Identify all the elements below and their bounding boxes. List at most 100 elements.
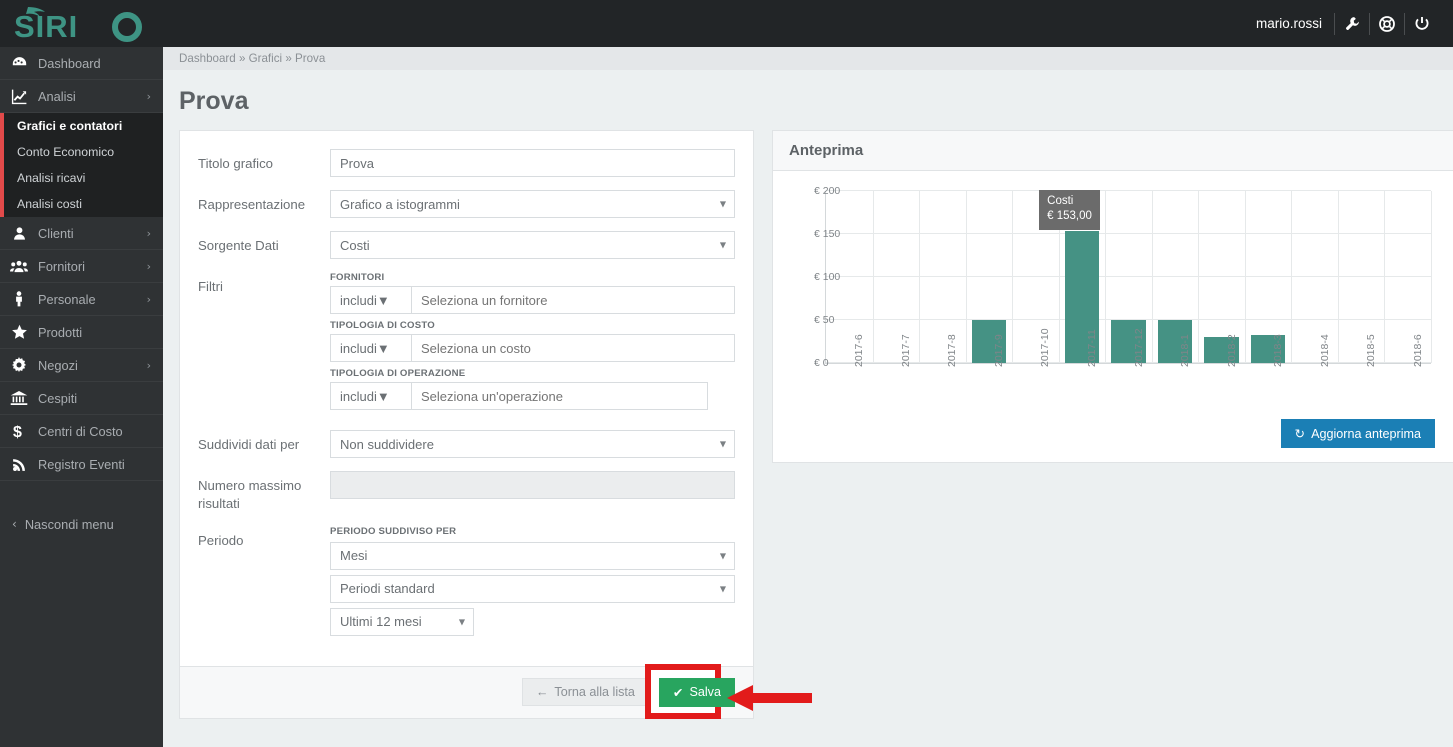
chart-gridline-v bbox=[1058, 191, 1060, 363]
fornitori-mode-select[interactable]: includi ▼ bbox=[330, 286, 412, 314]
periodo-tipo-select[interactable]: Periodi standard ▼ bbox=[330, 574, 735, 603]
filter-group-tipologia-di-costo: TIPOLOGIA DI COSTO includi ▼ bbox=[330, 320, 735, 362]
preview-panel: Anteprima € 0 € 50 € 100 € 150 € 200 2017-6 20… bbox=[772, 130, 1453, 463]
preview-footer: ↻ Aggiorna anteprima bbox=[773, 406, 1453, 462]
field-numero-massimo-risultati: Numero massimo risultati bbox=[198, 471, 735, 513]
tipologia-costo-input[interactable] bbox=[412, 334, 735, 362]
divider bbox=[1369, 12, 1370, 35]
titolo-grafico-input[interactable] bbox=[330, 149, 735, 177]
chart-gridline-h bbox=[826, 190, 1431, 191]
chart-gridline-h bbox=[826, 233, 1431, 234]
periodo-range-select[interactable]: Ultimi 12 mesi ▼ bbox=[330, 607, 474, 636]
preview-column: Anteprima € 0 € 50 € 100 € 150 € 200 2017-6 20… bbox=[772, 130, 1453, 719]
field-label: Sorgente Dati bbox=[198, 238, 279, 253]
sidebar-subitem-label: Conto Economico bbox=[17, 145, 115, 159]
gear-icon bbox=[0, 357, 38, 373]
chart-bar[interactable] bbox=[1111, 320, 1146, 363]
filter-sub-label: TIPOLOGIA DI OPERAZIONE bbox=[330, 368, 466, 379]
sidebar-item-dashboard[interactable]: Dashboard bbox=[0, 47, 163, 80]
field-label: Titolo grafico bbox=[198, 156, 274, 171]
rss-icon bbox=[0, 457, 38, 472]
chart-x-tick-label: 2018-2 bbox=[1225, 334, 1238, 367]
chevron-down-icon: ▼ bbox=[719, 584, 726, 594]
save-button[interactable]: ✔ Salva bbox=[658, 677, 735, 707]
bar-chart: € 0 € 50 € 100 € 150 € 200 2017-6 2017-7 2017-8… bbox=[783, 185, 1439, 400]
suddividi-select[interactable]: Non suddividere ▼ bbox=[330, 430, 735, 458]
filter-sub-label: TIPOLOGIA DI COSTO bbox=[330, 320, 435, 331]
fornitori-input[interactable] bbox=[412, 286, 735, 314]
numero-massimo-input[interactable] bbox=[330, 471, 735, 499]
hide-menu-button[interactable]: ‹ Nascondi menu bbox=[0, 509, 163, 539]
chart-bar[interactable] bbox=[1250, 334, 1286, 363]
field-periodo: Periodo PERIODO SUDDIVISO PER Mesi ▼ bbox=[198, 526, 735, 641]
sorgente-dati-select[interactable]: Costi ▼ bbox=[330, 231, 735, 259]
back-to-list-button[interactable]: ← Torna alla lista bbox=[521, 678, 649, 707]
rappresentazione-select[interactable]: Grafico a istogrammi ▼ bbox=[330, 190, 735, 218]
chart-x-tick-label: 2018-6 bbox=[1411, 334, 1424, 367]
chart-x-tick-label: 2017-9 bbox=[992, 334, 1005, 367]
back-button-label: Torna alla lista bbox=[554, 685, 635, 700]
chart-gridline-v bbox=[1291, 191, 1293, 363]
chart-gridline-v bbox=[919, 191, 921, 363]
sidebar-item-personale[interactable]: Personale › bbox=[0, 283, 163, 316]
field-suddividi-dati-per: Suddividi dati per Non suddividere ▼ bbox=[198, 430, 735, 458]
tipologia-operazione-mode-select[interactable]: includi ▼ bbox=[330, 382, 412, 410]
tipologia-costo-mode-select[interactable]: includi ▼ bbox=[330, 334, 412, 362]
chart-bar[interactable] bbox=[1064, 231, 1100, 363]
periodo-suddiviso-select[interactable]: Mesi ▼ bbox=[330, 541, 735, 570]
power-icon[interactable] bbox=[1405, 0, 1439, 47]
sirio-logo-icon: SIRI bbox=[14, 6, 142, 44]
chart-bar[interactable] bbox=[1157, 320, 1193, 363]
sidebar-item-negozi[interactable]: Negozi › bbox=[0, 349, 163, 382]
sidebar-item-analisi[interactable]: Analisi › bbox=[0, 80, 163, 113]
sidebar-item-prodotti[interactable]: Prodotti bbox=[0, 316, 163, 349]
field-label: Rappresentazione bbox=[198, 197, 306, 212]
select-value: Periodi standard bbox=[340, 581, 435, 597]
sidebar-subitem-grafici-e-contatori[interactable]: Grafici e contatori bbox=[4, 113, 163, 139]
tooltip-value-label: € 153,00 bbox=[1047, 210, 1092, 223]
refresh-preview-button[interactable]: ↻ Aggiorna anteprima bbox=[1280, 419, 1435, 448]
sidebar-item-label: Fornitori bbox=[38, 258, 85, 274]
chevron-down-icon: ▼ bbox=[376, 388, 390, 404]
hide-menu-label: Nascondi menu bbox=[24, 516, 114, 532]
sidebar-item-fornitori[interactable]: Fornitori › bbox=[0, 250, 163, 283]
sidebar-subitem-analisi-ricavi[interactable]: Analisi ricavi bbox=[4, 165, 163, 191]
sidebar: Dashboard Analisi › Grafici e contatori … bbox=[0, 47, 163, 747]
form-footer: ← Torna alla lista ✔ Salva bbox=[180, 663, 812, 719]
users-icon bbox=[0, 259, 38, 274]
chart-bar[interactable] bbox=[971, 320, 1007, 363]
svg-text:$: $ bbox=[13, 424, 22, 440]
chart-x-tick-label: 2017-10 bbox=[1039, 328, 1052, 367]
sidebar-item-label: Personale bbox=[38, 291, 96, 307]
chart-tooltip: Costi € 153,00 bbox=[1039, 189, 1100, 230]
username-label: mario.rossi bbox=[1255, 16, 1322, 31]
sidebar-item-label: Dashboard bbox=[38, 55, 101, 71]
sidebar-item-registro-eventi[interactable]: Registro Eventi bbox=[0, 448, 163, 481]
bank-icon bbox=[0, 390, 38, 406]
chart-x-tick-label: 2018-1 bbox=[1179, 334, 1192, 367]
field-titolo-grafico: Titolo grafico bbox=[198, 149, 735, 177]
preview-panel-title: Anteprima bbox=[773, 131, 1453, 171]
form-panel: Titolo grafico Rappresentazione Grafico … bbox=[179, 130, 812, 719]
wrench-icon[interactable] bbox=[1335, 0, 1369, 47]
field-label: Periodo bbox=[198, 532, 244, 548]
sidebar-subitem-analisi-costi[interactable]: Analisi costi bbox=[4, 191, 163, 217]
tipologia-operazione-input[interactable] bbox=[412, 382, 708, 410]
brand-logo[interactable]: SIRI bbox=[0, 0, 163, 47]
check-icon: ✔ bbox=[672, 685, 684, 700]
life-ring-icon[interactable] bbox=[1370, 0, 1404, 47]
periodo-sub-label: PERIODO SUDDIVISO PER bbox=[330, 525, 457, 537]
chevron-down-icon: ▼ bbox=[719, 199, 726, 209]
chart-bar[interactable] bbox=[1204, 337, 1239, 363]
sidebar-item-cespiti[interactable]: Cespiti bbox=[0, 382, 163, 415]
chart-gridline-v bbox=[965, 191, 967, 363]
sidebar-item-centri-di-costo[interactable]: $ Centri di Costo bbox=[0, 415, 163, 448]
sidebar-item-clienti[interactable]: Clienti › bbox=[0, 217, 163, 250]
sidebar-item-label: Negozi bbox=[38, 357, 78, 373]
chart-x-tick-label: 2018-3 bbox=[1272, 334, 1285, 367]
sidebar-item-label: Prodotti bbox=[38, 324, 83, 340]
select-value: Mesi bbox=[340, 548, 368, 564]
sidebar-subitem-conto-economico[interactable]: Conto Economico bbox=[4, 139, 163, 165]
sidebar-subitem-label: Analisi costi bbox=[17, 197, 82, 211]
chevron-right-icon: › bbox=[146, 226, 151, 240]
